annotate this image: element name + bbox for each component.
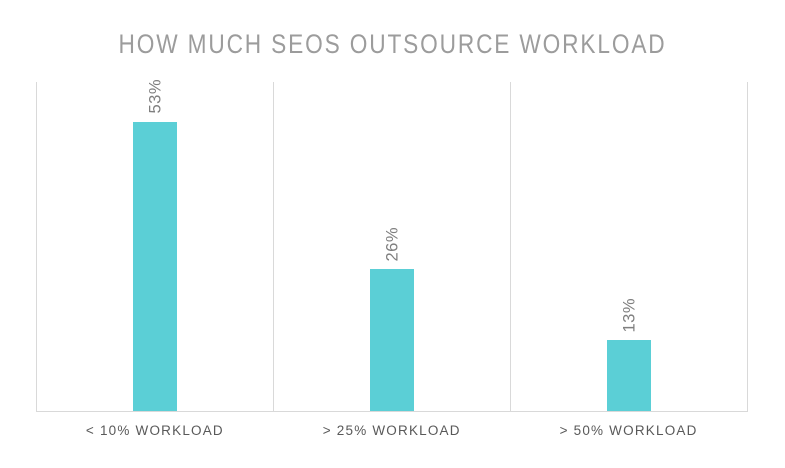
category-axis-label: < 10% WORKLOAD xyxy=(85,423,224,438)
category-panel: 13% > 50% WORKLOAD xyxy=(511,82,747,438)
bar xyxy=(369,269,414,411)
chart-title: HOW MUCH SEOS OUTSOURCE WORKLOAD xyxy=(118,29,667,59)
bar xyxy=(132,121,177,411)
category-axis-label: > 50% WORKLOAD xyxy=(559,423,698,438)
bar-value-label: 26% xyxy=(383,226,402,262)
bar xyxy=(606,340,651,411)
plot-area: 53% < 10% WORKLOAD 26% > 25% WORKLOAD 13% > 5… xyxy=(36,79,748,438)
bar-value-label: 13% xyxy=(620,297,639,333)
category-panel: 53% < 10% WORKLOAD xyxy=(37,79,274,438)
category-panel: 26% > 25% WORKLOAD xyxy=(274,82,511,438)
category-axis-label: > 25% WORKLOAD xyxy=(322,423,461,438)
bar-value-label: 53% xyxy=(146,79,165,114)
